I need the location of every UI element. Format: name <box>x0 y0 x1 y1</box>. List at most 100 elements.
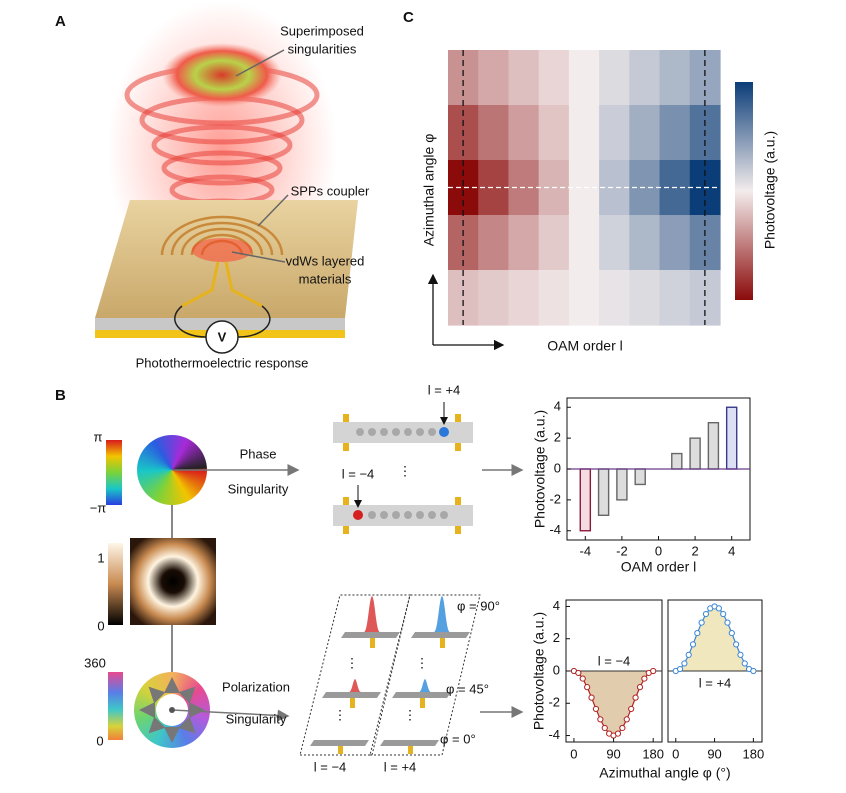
x-tick-label: 90 <box>606 746 620 761</box>
marker <box>715 605 722 612</box>
annotation: l = −4 <box>598 653 631 668</box>
marker <box>689 641 697 648</box>
x-tick-label: 180 <box>642 746 664 761</box>
angle-label: φ = 45° <box>446 681 489 696</box>
marker <box>579 675 586 682</box>
heatmap-cell <box>538 50 570 106</box>
x-tick-label: 0 <box>655 543 662 558</box>
device-strip <box>333 402 473 451</box>
marker <box>597 716 604 723</box>
heatmap-cell <box>599 215 630 271</box>
annotation: materials <box>299 271 352 286</box>
y-tick-label: 4 <box>554 399 561 414</box>
label: Polarization <box>222 679 290 694</box>
x-tick-label: -4 <box>580 543 592 558</box>
device-label: l = −4 <box>314 759 347 774</box>
bar <box>616 468 628 501</box>
heatmap-cell <box>538 270 570 326</box>
x-tick-label: 0 <box>672 746 679 761</box>
label: Phase <box>240 446 277 461</box>
marker <box>623 716 630 723</box>
marker <box>628 705 635 713</box>
y-tick-label: 0 <box>553 662 560 677</box>
phase-colorbar <box>106 440 122 505</box>
heatmap-cell <box>599 50 630 106</box>
marker <box>650 667 657 675</box>
colorbar-tick: 360 <box>84 655 106 670</box>
x-axis-label: Azimuthal angle φ (°) <box>599 765 730 781</box>
heatmap-cell <box>508 105 540 161</box>
polarization-arrows <box>139 677 205 743</box>
annotation: vdWs layered <box>286 253 365 268</box>
y-tick-label: 2 <box>554 430 561 445</box>
heatmap-cell <box>448 270 479 326</box>
marker <box>741 660 748 667</box>
colorbar-tick: 0 <box>96 733 103 748</box>
heatmap-cell <box>538 105 570 161</box>
marker <box>720 610 727 618</box>
x-tick-label: -2 <box>616 543 628 558</box>
area <box>675 606 754 671</box>
heatmap-cell <box>568 105 600 161</box>
marker <box>724 619 731 626</box>
bar <box>689 437 701 470</box>
heatmap-cell <box>689 270 721 326</box>
polarization-colorbar <box>108 672 123 740</box>
arrow <box>171 709 290 722</box>
marker <box>614 730 622 737</box>
angle-label: φ = 90° <box>457 598 500 613</box>
colorbar-label: Photovoltage (a.u.) <box>762 131 778 249</box>
annotation: singularities <box>288 41 357 56</box>
caption: Photothermoelectric response <box>136 355 309 370</box>
marker <box>728 629 735 637</box>
y-tick-label: -2 <box>548 695 560 710</box>
marker <box>676 665 684 673</box>
x-axis-label: OAM order l <box>621 559 696 575</box>
heatmap-cell <box>448 50 479 106</box>
angle-label: φ = 0° <box>440 731 476 746</box>
bar <box>634 468 646 486</box>
annotation: l = +4 <box>699 675 732 690</box>
heatmap-cell <box>508 270 540 326</box>
heatmap-cell <box>659 50 691 106</box>
marker <box>619 724 626 732</box>
marker <box>584 684 591 691</box>
heatmap-cell <box>599 270 630 326</box>
svg-text:⋮: ⋮ <box>416 655 429 670</box>
heatmap-cell <box>478 215 510 271</box>
y-axis-label: Photovoltage (a.u.) <box>532 410 548 528</box>
heatmap-cell <box>478 270 510 326</box>
y-axis-label: Azimuthal angle φ <box>421 134 437 247</box>
center-dot <box>169 707 175 713</box>
y-tick-label: 2 <box>553 630 560 645</box>
heatmap-cell <box>508 50 540 106</box>
panel-label: C <box>403 9 414 26</box>
label: Singularity <box>228 481 289 496</box>
panel-a-illustration <box>95 0 358 354</box>
colorbar-tick: π <box>94 429 103 444</box>
marker <box>681 660 688 667</box>
marker <box>592 705 600 713</box>
marker <box>685 651 692 658</box>
marker <box>588 694 595 701</box>
heatmap-cell <box>599 105 630 161</box>
polarization-devices: ⋮ ⋮ ⋮ ⋮ <box>299 594 481 756</box>
marker <box>641 675 648 682</box>
x-tick-label: 4 <box>728 543 735 558</box>
svg-text:⋮: ⋮ <box>346 655 359 670</box>
colorbar <box>735 82 753 300</box>
label: Singularity <box>226 711 287 726</box>
colorbar-tick: 1 <box>97 550 104 565</box>
heatmap-cell <box>659 105 691 161</box>
heatmap-cell <box>659 215 691 271</box>
heatmap-cell <box>568 270 600 326</box>
y-axis-label: Photovoltage (a.u.) <box>531 612 547 730</box>
device-strip <box>333 485 473 534</box>
bar <box>579 468 592 532</box>
heatmap-cell <box>629 270 661 326</box>
bar <box>725 406 738 470</box>
device-label: l = +4 <box>428 382 461 397</box>
y-tick-label: 4 <box>553 598 560 613</box>
heatmap-cell <box>629 105 661 161</box>
